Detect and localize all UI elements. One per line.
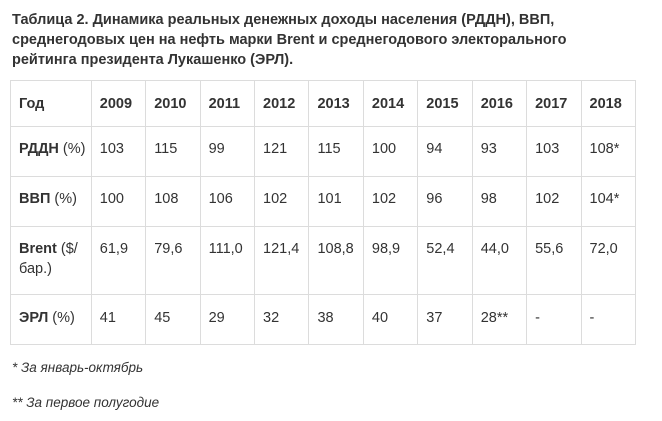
table-cell: 94 <box>417 126 473 177</box>
table-cell: 37 <box>417 294 473 345</box>
table-cell: 40 <box>362 294 419 345</box>
table-cell: 115 <box>308 126 364 177</box>
table-cell: 102 <box>362 176 419 227</box>
row-label-unit: ($/ бар.) <box>19 241 78 277</box>
caption-line-2: среднегодовых цен на нефть марки Brent и… <box>12 32 567 48</box>
table-row-erl: ЭРЛ (%) 41 45 29 32 38 40 37 28** - - <box>10 294 637 345</box>
header-year-cell: 2011 <box>199 80 256 127</box>
table-cell: 115 <box>145 126 201 177</box>
header-year-cell: 2013 <box>308 80 364 127</box>
table-cell: 93 <box>471 126 528 177</box>
table-cell: 108,8 <box>308 226 364 295</box>
table-cell: 108 <box>145 176 201 227</box>
footnote-1: * За январь-октябрь <box>12 360 144 375</box>
row-label-bold: ВВП <box>19 191 51 207</box>
table-cell: 121 <box>254 126 310 177</box>
table-cell: 102 <box>526 176 582 227</box>
table-cell: 100 <box>362 126 419 177</box>
row-label-bold: РДДН <box>19 141 59 157</box>
table-cell: 96 <box>417 176 473 227</box>
row-label: РДДН (%) <box>10 126 92 177</box>
table-cell: 38 <box>308 294 364 345</box>
table-cell: 99 <box>199 126 256 177</box>
table-cell: 45 <box>145 294 201 345</box>
table-cell: 103 <box>526 126 582 177</box>
table-cell: 101 <box>308 176 364 227</box>
table-cell: - <box>526 294 582 345</box>
table-header-row: Год 2009 2010 2011 2012 2013 2014 2015 2… <box>10 80 637 127</box>
header-year-label: Год <box>10 80 92 127</box>
header-year-cell: 2010 <box>145 80 201 127</box>
row-label: Brent ($/ бар.) <box>10 226 92 295</box>
table-cell: 121,4 <box>254 226 310 295</box>
table-cell: 55,6 <box>526 226 582 295</box>
caption-line-1: Таблица 2. Динамика реальных денежных до… <box>12 12 555 28</box>
row-label-unit: (%) <box>48 310 75 326</box>
table-row-rddn: РДДН (%) 103 115 99 121 115 100 94 93 10… <box>10 126 637 177</box>
table-cell: 98,9 <box>362 226 419 295</box>
row-label: ВВП (%) <box>10 176 92 227</box>
table-cell: 72,0 <box>580 226 637 295</box>
table-cell: 111,0 <box>199 226 256 295</box>
table-cell: 28** <box>471 294 528 345</box>
footnote-2: ** За первое полугодие <box>12 395 160 410</box>
table-cell: 108* <box>580 126 637 177</box>
table-cell: 98 <box>471 176 528 227</box>
table-cell: 79,6 <box>145 226 201 295</box>
table-cell: 106 <box>199 176 256 227</box>
economic-data-table: Год 2009 2010 2011 2012 2013 2014 2015 2… <box>10 80 637 345</box>
table-cell: 41 <box>90 294 147 345</box>
table-row-brent: Brent ($/ бар.) 61,9 79,6 111,0 121,4 10… <box>10 226 637 295</box>
table-cell: 100 <box>90 176 147 227</box>
row-label-unit: (%) <box>50 191 77 207</box>
header-year-cell: 2018 <box>580 80 637 127</box>
table-cell: - <box>580 294 637 345</box>
table-row-vvp: ВВП (%) 100 108 106 102 101 102 96 98 10… <box>10 176 637 227</box>
header-year-cell: 2017 <box>526 80 582 127</box>
table-cell: 61,9 <box>90 226 147 295</box>
header-year-cell: 2016 <box>471 80 528 127</box>
table-caption: Таблица 2. Динамика реальных денежных до… <box>12 10 642 70</box>
header-year-cell: 2015 <box>417 80 473 127</box>
table-cell: 44,0 <box>471 226 528 295</box>
table-cell: 52,4 <box>417 226 473 295</box>
caption-line-3: рейтинга президента Лукашенко (ЭРЛ). <box>12 52 294 68</box>
table-cell: 104* <box>580 176 637 227</box>
row-label-bold: ЭРЛ <box>19 310 49 326</box>
table-cell: 102 <box>254 176 310 227</box>
table-cell: 32 <box>254 294 310 345</box>
header-year-cell: 2012 <box>254 80 310 127</box>
row-label-bold: Brent <box>19 241 57 257</box>
table-cell: 103 <box>90 126 147 177</box>
header-year-cell: 2009 <box>90 80 147 127</box>
table-cell: 29 <box>199 294 256 345</box>
header-year-cell: 2014 <box>362 80 419 127</box>
row-label-unit: (%) <box>58 141 86 157</box>
row-label: ЭРЛ (%) <box>10 294 92 345</box>
